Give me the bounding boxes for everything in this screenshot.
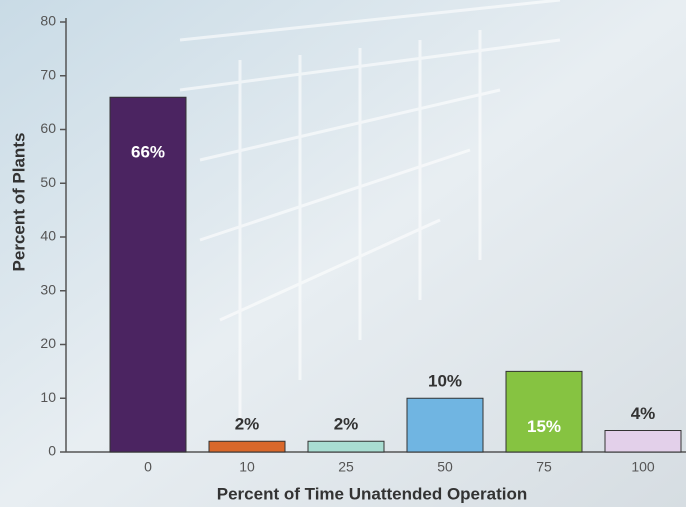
value-label: 2% bbox=[334, 415, 359, 434]
y-tick-label: 10 bbox=[40, 389, 56, 405]
value-label: 10% bbox=[428, 372, 462, 391]
bar bbox=[307, 440, 385, 453]
bar bbox=[505, 370, 583, 453]
x-tick-label: 10 bbox=[239, 459, 255, 475]
y-tick-label: 0 bbox=[48, 443, 56, 459]
y-tick-label: 80 bbox=[40, 13, 56, 29]
y-tick-label: 40 bbox=[40, 228, 56, 244]
value-label: 2% bbox=[235, 415, 260, 434]
x-axis-title: Percent of Time Unattended Operation bbox=[217, 484, 527, 503]
y-tick-label: 50 bbox=[40, 174, 56, 190]
bar bbox=[406, 397, 484, 453]
bar bbox=[604, 430, 682, 453]
y-tick-label: 70 bbox=[40, 66, 56, 82]
x-tick-label: 25 bbox=[338, 459, 354, 475]
x-tick-label: 50 bbox=[437, 459, 453, 475]
y-tick-label: 60 bbox=[40, 120, 56, 136]
bar bbox=[109, 96, 187, 453]
x-tick-label: 0 bbox=[144, 459, 152, 475]
y-tick-label: 20 bbox=[40, 335, 56, 351]
value-label: 15% bbox=[527, 417, 561, 436]
x-tick-label: 100 bbox=[631, 459, 655, 475]
y-axis-title: Percent of Plants bbox=[9, 133, 28, 272]
y-tick-label: 30 bbox=[40, 281, 56, 297]
value-label: 66% bbox=[131, 143, 165, 162]
x-tick-label: 75 bbox=[536, 459, 552, 475]
value-label: 4% bbox=[631, 404, 656, 423]
background-railings bbox=[179, 0, 561, 420]
bar bbox=[208, 440, 286, 453]
